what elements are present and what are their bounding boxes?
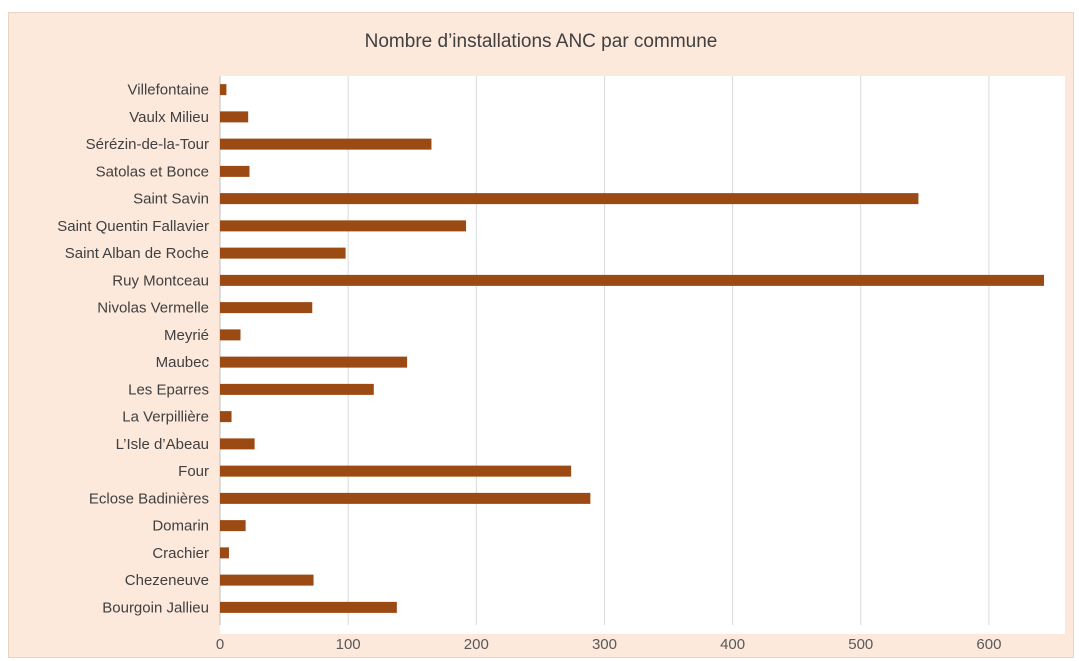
category-label: Satolas et Bonce bbox=[96, 163, 209, 180]
category-label: Saint Alban de Roche bbox=[65, 245, 209, 262]
bar bbox=[220, 520, 246, 532]
category-label: Maubec bbox=[156, 354, 210, 371]
category-label: Sérézin-de-la-Tour bbox=[86, 136, 209, 153]
x-tick-label: 600 bbox=[976, 636, 1001, 653]
bar bbox=[220, 193, 919, 205]
bar bbox=[220, 356, 408, 368]
category-label: Meyrié bbox=[164, 327, 209, 344]
category-label: Bourgoin Jallieu bbox=[102, 599, 209, 616]
category-label: Four bbox=[178, 463, 209, 480]
x-tick-labels: 0 100 200 300 400 500 600 bbox=[216, 636, 1002, 653]
bar bbox=[220, 220, 467, 232]
chart-title: Nombre d’installations ANC par commune bbox=[364, 31, 718, 52]
x-tick-label: 400 bbox=[720, 636, 745, 653]
bar bbox=[220, 165, 250, 177]
bar bbox=[220, 438, 255, 450]
x-tick-label: 500 bbox=[848, 636, 873, 653]
gridlines bbox=[219, 76, 990, 625]
category-label: Chezeneuve bbox=[125, 572, 209, 589]
bar bbox=[220, 601, 397, 613]
category-label: La Verpillière bbox=[122, 409, 209, 426]
category-label: Domarin bbox=[152, 518, 209, 535]
chart-area: Nombre d’installations ANC par commune V… bbox=[8, 12, 1074, 658]
plot-area: Villefontaine Vaulx Milieu Sérézin-de-la-T… bbox=[57, 76, 1065, 653]
bars bbox=[220, 84, 1045, 613]
category-label: Villefontaine bbox=[128, 82, 209, 99]
bar bbox=[220, 411, 232, 423]
bar bbox=[220, 547, 229, 559]
bar bbox=[220, 492, 591, 504]
category-labels: Villefontaine Vaulx Milieu Sérézin-de-la-T… bbox=[57, 82, 209, 617]
bar bbox=[220, 574, 314, 586]
bar bbox=[220, 84, 227, 96]
bar bbox=[220, 329, 241, 341]
category-label: Vaulx Milieu bbox=[129, 109, 209, 126]
category-label: Eclose Badinières bbox=[89, 490, 209, 507]
x-tick-label: 300 bbox=[592, 636, 617, 653]
x-tick-label: 0 bbox=[216, 636, 224, 653]
x-tick-label: 200 bbox=[464, 636, 489, 653]
category-label: Crachier bbox=[152, 545, 209, 562]
bar bbox=[220, 247, 346, 259]
category-label: Nivolas Vermelle bbox=[97, 300, 209, 317]
bar bbox=[220, 383, 374, 395]
x-tick-label: 100 bbox=[336, 636, 361, 653]
bar bbox=[220, 465, 572, 477]
bar bbox=[220, 302, 313, 314]
plot-background bbox=[220, 76, 1065, 634]
category-label: Ruy Montceau bbox=[112, 272, 209, 289]
category-label: L’Isle d’Abeau bbox=[116, 436, 209, 453]
bar bbox=[220, 138, 432, 150]
category-label: Saint Savin bbox=[133, 191, 209, 208]
category-label: Saint Quentin Fallavier bbox=[57, 218, 209, 235]
category-label: Les Eparres bbox=[128, 381, 209, 398]
bar bbox=[220, 274, 1045, 286]
bar bbox=[220, 111, 249, 123]
